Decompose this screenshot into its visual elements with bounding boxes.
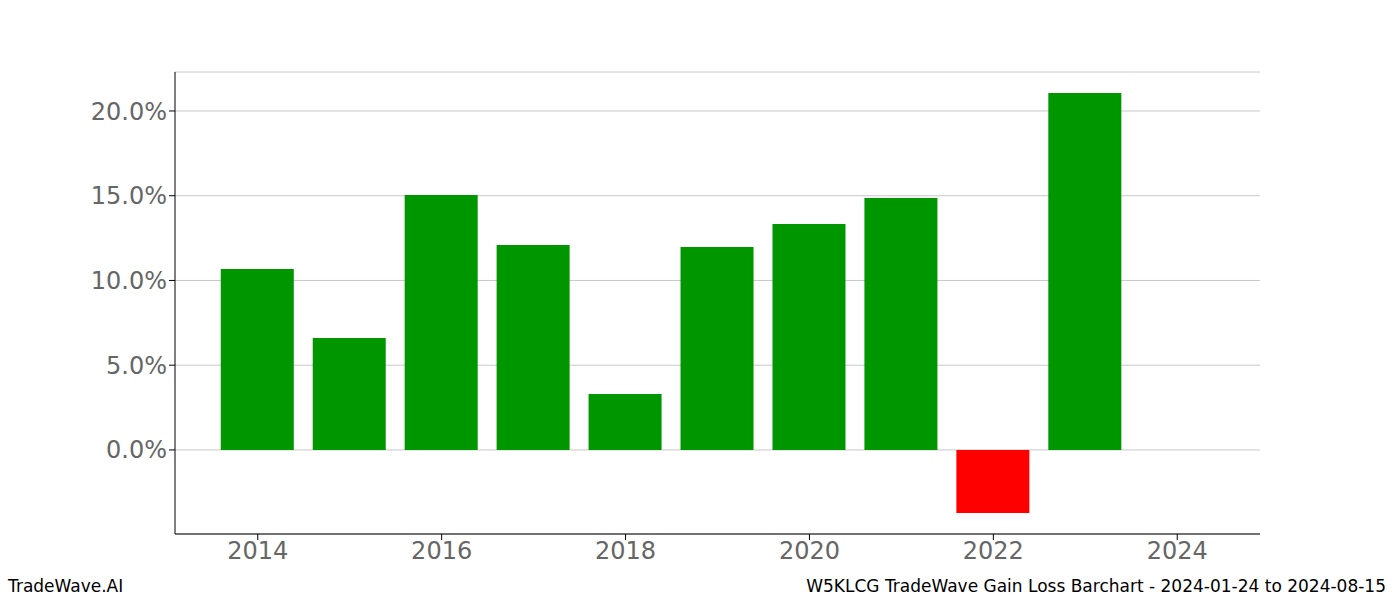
svg-text:15.0%: 15.0%: [91, 182, 167, 210]
svg-text:2022: 2022: [963, 537, 1024, 565]
svg-text:2016: 2016: [411, 537, 472, 565]
html-text:TradeWave.AI: TradeWave.AI: [8, 576, 124, 596]
svg-text:5.0%: 5.0%: [106, 352, 167, 380]
svg-text:2020: 2020: [779, 537, 840, 565]
svg-text:0.0%: 0.0%: [106, 436, 167, 464]
svg-text:2018: 2018: [595, 537, 656, 565]
svg-text:10.0%: 10.0%: [91, 267, 167, 295]
html-text:W5KLCG TradeWave Gain Loss Bar: W5KLCG TradeWave Gain Loss Barchart - 20…: [806, 576, 1386, 596]
svg-text:20.0%: 20.0%: [91, 98, 167, 126]
svg-text:2024: 2024: [1147, 537, 1208, 565]
svg-text:2014: 2014: [227, 537, 288, 565]
